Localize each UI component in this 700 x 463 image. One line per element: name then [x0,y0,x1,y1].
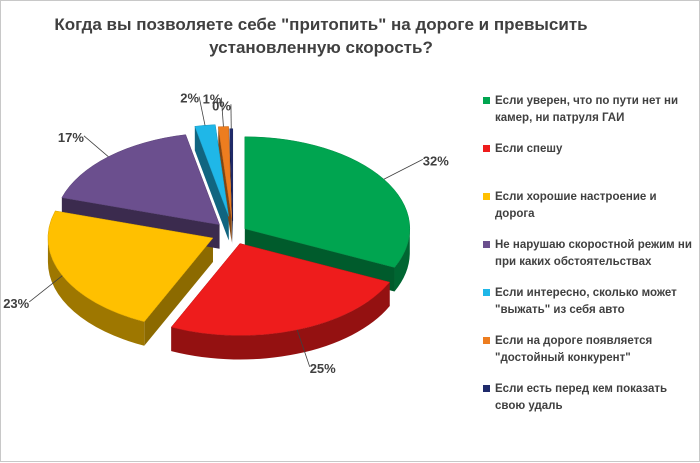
legend-swatch-0 [483,97,490,104]
legend-label-1: Если спешу [483,141,693,158]
legend-item-3: Не нарушаю скоростной режим ни при каких… [483,237,693,271]
leader-line-0 [384,159,423,179]
legend-item-4: Если интересно, сколько может "выжать" и… [483,285,693,319]
legend-label-5: Если на дороге появляется "достойный кон… [483,333,693,367]
legend-swatch-1 [483,145,490,152]
legend-swatch-3 [483,241,490,248]
legend-swatch-5 [483,337,490,344]
data-label-1: 25% [310,361,336,376]
data-label-2: 23% [3,296,29,311]
legend-item-0: Если уверен, что по пути нет ни камер, н… [483,93,693,127]
legend-item-1: Если спешу [483,141,693,158]
legend-label-6: Если есть перед кем показать свою удаль [483,381,693,415]
data-label-6: 0% [212,98,231,113]
data-label-3: 17% [58,130,84,145]
legend-item-2: Если хорошие настроение и дорога [483,189,693,223]
legend-swatch-4 [483,289,490,296]
legend-swatch-2 [483,193,490,200]
legend-label-3: Не нарушаю скоростной режим ни при каких… [483,237,693,271]
legend-label-4: Если интересно, сколько может "выжать" и… [483,285,693,319]
legend-item-5: Если на дороге появляется "достойный кон… [483,333,693,367]
slice-tops [48,125,410,336]
leader-line-3 [84,136,108,157]
legend-swatch-6 [483,385,490,392]
legend-item-6: Если есть перед кем показать свою удаль [483,381,693,415]
data-label-4: 2% [180,91,199,106]
legend-label-0: Если уверен, что по пути нет ни камер, н… [483,93,693,127]
legend-label-2: Если хорошие настроение и дорога [483,189,693,223]
data-label-0: 32% [423,153,449,168]
